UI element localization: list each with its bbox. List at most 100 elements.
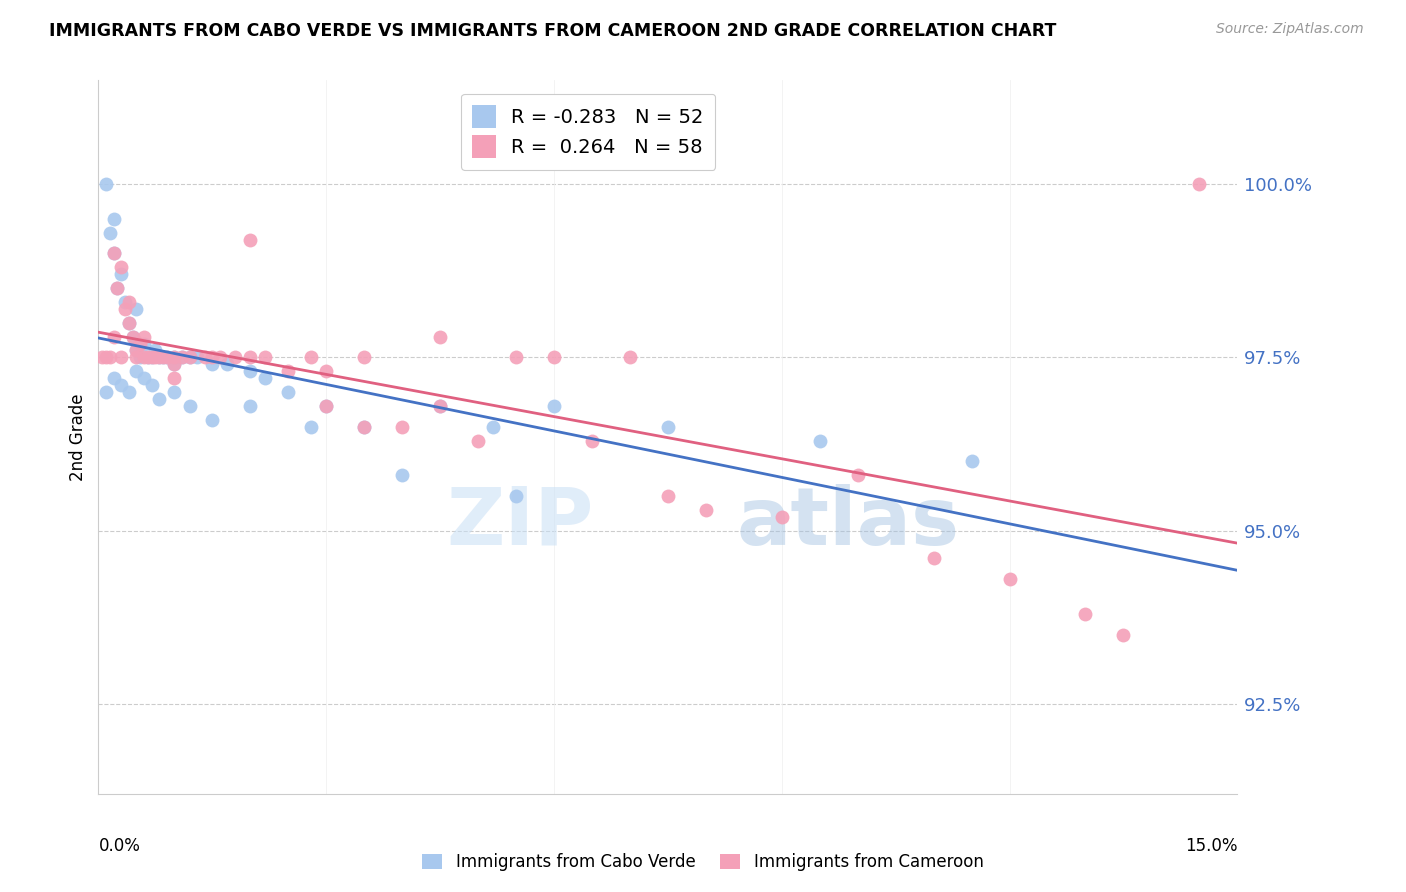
Point xyxy=(114,295,136,310)
Point xyxy=(103,329,125,343)
Point xyxy=(132,336,155,351)
Point xyxy=(391,468,413,483)
Point xyxy=(239,351,262,365)
Text: ZIP: ZIP xyxy=(447,483,593,562)
Point xyxy=(277,385,299,400)
Point xyxy=(125,343,148,358)
Point xyxy=(315,399,337,413)
Point xyxy=(94,178,117,192)
Point xyxy=(125,301,148,316)
Point xyxy=(217,357,239,371)
Point xyxy=(94,385,117,400)
Point xyxy=(429,399,451,413)
Point xyxy=(125,351,148,365)
Point xyxy=(353,419,375,434)
Point xyxy=(277,364,299,378)
Point xyxy=(114,301,136,316)
Point xyxy=(91,351,114,365)
Point xyxy=(239,399,262,413)
Point xyxy=(118,316,141,330)
Point xyxy=(129,351,152,365)
Point xyxy=(208,351,231,365)
Point xyxy=(482,419,505,434)
Point xyxy=(98,226,121,240)
Point xyxy=(125,343,148,358)
Point xyxy=(107,281,129,295)
Point xyxy=(141,378,163,392)
Point xyxy=(136,351,159,365)
Point xyxy=(118,385,141,400)
Point xyxy=(148,392,170,406)
Point xyxy=(163,351,186,365)
Point xyxy=(186,351,208,365)
Point xyxy=(110,351,132,365)
Point xyxy=(163,371,186,385)
Point xyxy=(543,351,565,365)
Point xyxy=(132,351,155,365)
Point xyxy=(141,351,163,365)
Legend: R = -0.283   N = 52, R =  0.264   N = 58: R = -0.283 N = 52, R = 0.264 N = 58 xyxy=(461,94,716,169)
Point xyxy=(299,419,322,434)
Point xyxy=(141,351,163,365)
Point xyxy=(1074,607,1097,621)
Point xyxy=(152,351,174,365)
Point xyxy=(254,351,277,365)
Point xyxy=(695,503,717,517)
Point xyxy=(1188,178,1211,192)
Y-axis label: 2nd Grade: 2nd Grade xyxy=(69,393,87,481)
Text: 0.0%: 0.0% xyxy=(98,837,141,855)
Point xyxy=(922,551,945,566)
Point xyxy=(121,329,143,343)
Point xyxy=(353,419,375,434)
Point xyxy=(118,295,141,310)
Legend: Immigrants from Cabo Verde, Immigrants from Cameroon: Immigrants from Cabo Verde, Immigrants f… xyxy=(413,845,993,880)
Point xyxy=(110,260,132,275)
Text: IMMIGRANTS FROM CABO VERDE VS IMMIGRANTS FROM CAMEROON 2ND GRADE CORRELATION CHA: IMMIGRANTS FROM CABO VERDE VS IMMIGRANTS… xyxy=(49,22,1056,40)
Point xyxy=(103,246,125,260)
Point xyxy=(770,509,793,524)
Point xyxy=(315,364,337,378)
Point xyxy=(201,413,224,427)
Point xyxy=(581,434,603,448)
Point xyxy=(657,419,679,434)
Point xyxy=(657,489,679,503)
Point xyxy=(201,351,224,365)
Point xyxy=(107,281,129,295)
Point xyxy=(808,434,831,448)
Point xyxy=(145,351,167,365)
Point xyxy=(110,267,132,281)
Point xyxy=(110,378,132,392)
Point xyxy=(998,572,1021,586)
Point xyxy=(163,357,186,371)
Point xyxy=(145,343,167,358)
Point xyxy=(239,364,262,378)
Point xyxy=(121,329,143,343)
Text: atlas: atlas xyxy=(737,483,959,562)
Point xyxy=(132,371,155,385)
Point xyxy=(103,246,125,260)
Point xyxy=(179,351,201,365)
Point xyxy=(353,351,375,365)
Point xyxy=(152,351,174,365)
Point xyxy=(239,233,262,247)
Point xyxy=(98,351,121,365)
Point xyxy=(429,329,451,343)
Point xyxy=(315,399,337,413)
Point xyxy=(136,351,159,365)
Point xyxy=(846,468,869,483)
Point xyxy=(429,399,451,413)
Point xyxy=(505,351,527,365)
Point xyxy=(103,371,125,385)
Point xyxy=(467,434,489,448)
Point xyxy=(132,329,155,343)
Point xyxy=(1112,627,1135,641)
Point xyxy=(163,385,186,400)
Point xyxy=(543,399,565,413)
Point xyxy=(179,399,201,413)
Point xyxy=(179,351,201,365)
Point xyxy=(201,357,224,371)
Point xyxy=(103,211,125,226)
Point xyxy=(129,336,152,351)
Point xyxy=(170,351,193,365)
Point xyxy=(224,351,246,365)
